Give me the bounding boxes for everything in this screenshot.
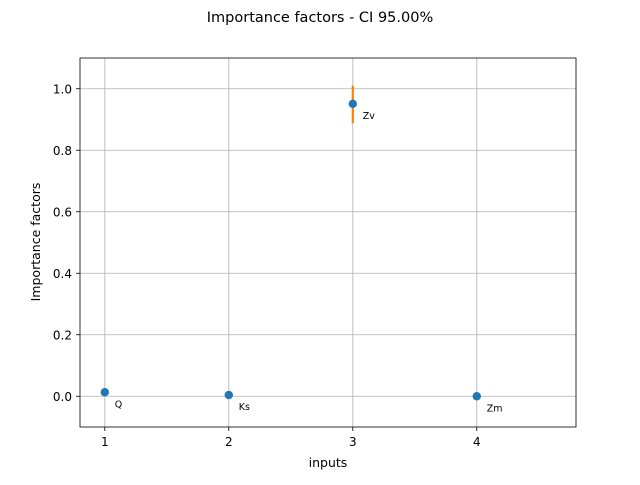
y-tick-label: 0.0 (53, 390, 72, 404)
data-point (348, 99, 357, 109)
point-label: Q (115, 399, 122, 410)
data-point (100, 388, 110, 397)
data-point (224, 390, 233, 400)
y-tick-label: 0.4 (53, 267, 72, 281)
grid (80, 58, 576, 427)
data-points (100, 99, 481, 401)
point-label: Zv (363, 111, 376, 122)
y-tick-label: 0.8 (53, 144, 72, 158)
x-tick-label: 1 (101, 435, 109, 449)
data-point (472, 392, 481, 401)
point-label: Zm (487, 403, 503, 414)
x-tick-label: 2 (225, 435, 233, 449)
chart-title: Importance factors - CI 95.00% (207, 10, 434, 26)
x-tick-label: 3 (349, 435, 357, 449)
y-axis-label: Importance factors (28, 183, 43, 302)
point-label: Ks (239, 402, 250, 413)
plot-frame (79, 57, 577, 428)
error-bars (103, 85, 478, 397)
point-labels: Q Ks Zv Zm (115, 111, 503, 414)
x-tick-label: 4 (473, 435, 481, 449)
x-axis-label: inputs (309, 455, 348, 470)
axis-ticks: 1 2 3 4 0.0 0.2 0.4 0.6 0.8 1.0 (53, 82, 481, 449)
y-tick-label: 1.0 (53, 82, 72, 96)
y-tick-label: 0.2 (53, 328, 72, 342)
y-tick-label: 0.6 (53, 205, 72, 219)
